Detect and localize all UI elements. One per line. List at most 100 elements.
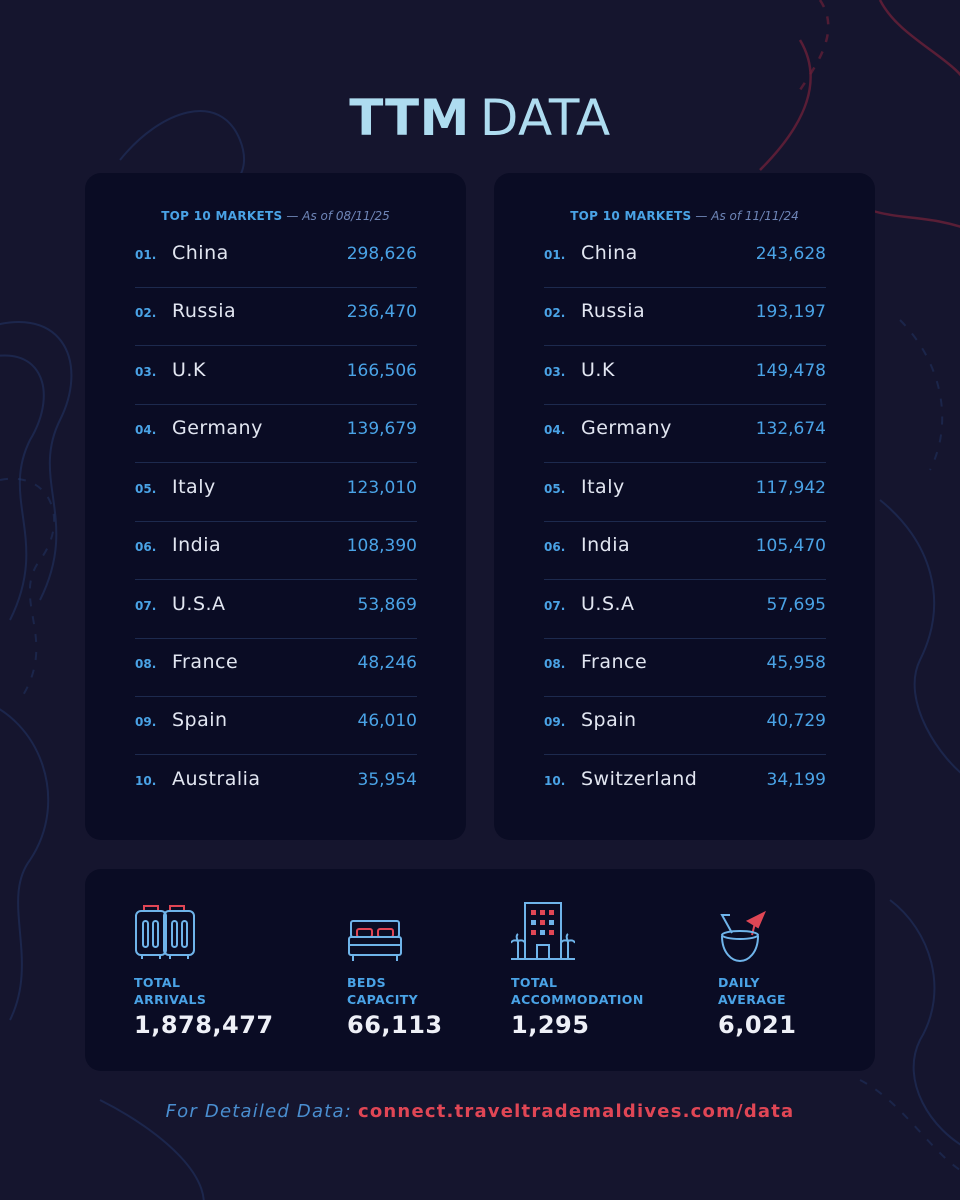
rank: 09. (544, 715, 566, 729)
table-row: 02. Russia 193,197 (544, 288, 826, 346)
markets-panel-2024: TOP 10 MARKETS — As of 11/11/24 01. China 2… (494, 173, 875, 840)
stat-label: TOTAL ARRIVALS (134, 975, 207, 1007)
country: Germany (581, 417, 672, 439)
panel-heading: TOP 10 MARKETS — As of 11/11/24 (494, 208, 875, 224)
table-row: 09. Spain 46,010 (135, 697, 417, 755)
country: Germany (172, 417, 263, 439)
table-row: 01. China 243,628 (544, 230, 826, 288)
country: U.K (172, 359, 206, 381)
value: 243,628 (755, 244, 826, 264)
country: France (581, 651, 648, 673)
value: 298,626 (346, 244, 417, 264)
table-row: 10. Switzerland 34,199 (544, 756, 826, 814)
table-row: 06. India 108,390 (135, 522, 417, 580)
table-row: 08. France 48,246 (135, 639, 417, 697)
table-row: 10. Australia 35,954 (135, 756, 417, 814)
table-row: 06. India 105,470 (544, 522, 826, 580)
rank: 08. (544, 657, 566, 671)
country: Italy (172, 476, 216, 498)
panel-heading-main: TOP 10 MARKETS (161, 209, 283, 223)
value: 34,199 (766, 770, 826, 790)
value: 35,954 (357, 770, 417, 790)
panel-heading-main: TOP 10 MARKETS (570, 209, 692, 223)
rank: 06. (135, 540, 157, 554)
value: 193,197 (755, 302, 826, 322)
rank: 05. (135, 482, 157, 496)
value: 40,729 (766, 711, 826, 731)
table-row: 08. France 45,958 (544, 639, 826, 697)
table-row: 07. U.S.A 57,695 (544, 581, 826, 639)
country: U.S.A (581, 593, 635, 615)
country: India (581, 534, 631, 556)
stat-label: DAILY AVERAGE (718, 975, 786, 1007)
panel-heading-date: — As of 08/11/25 (286, 209, 390, 223)
rank: 07. (544, 599, 566, 613)
rank: 09. (135, 715, 157, 729)
rank: 02. (544, 306, 566, 320)
rank: 05. (544, 482, 566, 496)
table-row: 03. U.K 166,506 (135, 347, 417, 405)
rank: 07. (135, 599, 157, 613)
value: 57,695 (766, 595, 826, 615)
rank: 06. (544, 540, 566, 554)
country: France (172, 651, 239, 673)
stat-total-accommodation: TOTAL ACCOMMODATION 1,295 (511, 869, 691, 1071)
country: U.K (581, 359, 615, 381)
luggage-icon (135, 905, 195, 959)
value: 108,390 (346, 536, 417, 556)
table-row: 04. Germany 132,674 (544, 405, 826, 463)
value: 123,010 (346, 478, 417, 498)
country: China (581, 242, 638, 264)
table-row: 05. Italy 123,010 (135, 464, 417, 522)
value: 149,478 (755, 361, 826, 381)
rank: 01. (135, 248, 157, 262)
table-row: 09. Spain 40,729 (544, 697, 826, 755)
country: Russia (581, 300, 646, 322)
stat-value: 66,113 (347, 1011, 443, 1039)
stat-daily-average: DAILY AVERAGE 6,021 (718, 869, 858, 1071)
country: Spain (172, 709, 228, 731)
value: 45,958 (766, 653, 826, 673)
table-row: 07. U.S.A 53,869 (135, 581, 417, 639)
title-light: DATA (479, 89, 611, 147)
stat-value: 1,878,477 (134, 1011, 274, 1039)
summary-stats-panel: TOTAL ARRIVALS 1,878,477 BEDS CAPACITY 66,… (85, 869, 875, 1071)
rank: 02. (135, 306, 157, 320)
value: 46,010 (357, 711, 417, 731)
title-bold: TTM (349, 89, 470, 147)
stat-label: TOTAL ACCOMMODATION (511, 975, 644, 1007)
stat-beds-capacity: BEDS CAPACITY 66,113 (347, 869, 487, 1071)
panel-heading-date: — As of 11/11/24 (695, 209, 799, 223)
bed-icon (348, 920, 402, 961)
page-title: TTM DATA (0, 88, 960, 148)
rank: 10. (135, 774, 157, 788)
table-row: 03. U.K 149,478 (544, 347, 826, 405)
markets-panel-2025: TOP 10 MARKETS — As of 08/11/25 01. China 2… (85, 173, 466, 840)
footer-data-link[interactable]: connect.traveltrademaldives.com/data (357, 1101, 795, 1122)
value: 48,246 (357, 653, 417, 673)
country: Russia (172, 300, 237, 322)
table-row: 01. China 298,626 (135, 230, 417, 288)
table-row: 04. Germany 139,679 (135, 405, 417, 463)
value: 105,470 (755, 536, 826, 556)
rank: 04. (544, 423, 566, 437)
country: U.S.A (172, 593, 226, 615)
table-row: 05. Italy 117,942 (544, 464, 826, 522)
footer: For Detailed Data: connect.traveltrademal… (0, 1101, 960, 1122)
country: China (172, 242, 229, 264)
table-row: 02. Russia 236,470 (135, 288, 417, 346)
rank: 04. (135, 423, 157, 437)
value: 117,942 (755, 478, 826, 498)
value: 166,506 (346, 361, 417, 381)
panel-heading: TOP 10 MARKETS — As of 08/11/25 (85, 208, 466, 224)
stat-total-arrivals: TOTAL ARRIVALS 1,878,477 (134, 869, 304, 1071)
footer-label: For Detailed Data: (165, 1101, 352, 1122)
country: India (172, 534, 222, 556)
country: Australia (172, 768, 261, 790)
stat-value: 1,295 (511, 1011, 590, 1039)
stat-value: 6,021 (718, 1011, 797, 1039)
coconut-drink-icon (720, 910, 766, 963)
value: 236,470 (346, 302, 417, 322)
stat-label: BEDS CAPACITY (347, 975, 419, 1007)
